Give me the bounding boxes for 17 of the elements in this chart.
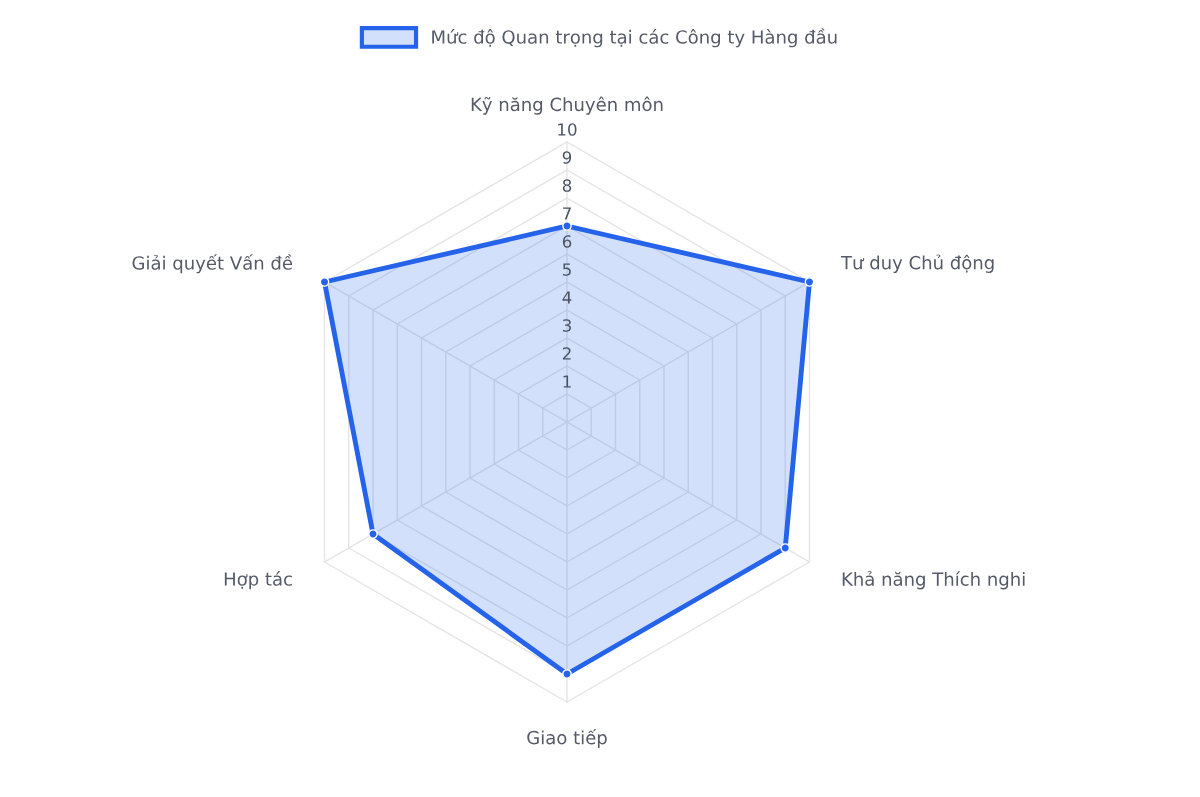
y-tick-label: 5 (562, 263, 571, 276)
y-tick-label: 2 (562, 347, 571, 360)
spoke-label: Tư duy Chủ động (840, 254, 994, 273)
y-tick-label: 9 (562, 151, 572, 164)
spoke-label: Hợp tác (224, 571, 292, 590)
spoke-label: Khả năng Thích nghi (842, 571, 1025, 590)
y-tick-label: 4 (562, 291, 572, 304)
spoke-label: Giải quyết Vấn đề (132, 254, 293, 274)
legend-label: Mức độ Quan trọng tại các Công ty Hàng đầu (432, 28, 837, 48)
y-tick-label: 7 (563, 207, 571, 220)
spoke-label: Kỹ năng Chuyên môn (471, 96, 663, 115)
y-tick-label: 8 (562, 179, 572, 192)
spoke-label: Giao tiếp (527, 728, 607, 748)
y-tick-label: 3 (562, 319, 571, 332)
y-tick-label: 6 (562, 235, 572, 248)
y-tick-label: 10 (558, 123, 577, 136)
y-tick-label: 1 (563, 375, 571, 388)
